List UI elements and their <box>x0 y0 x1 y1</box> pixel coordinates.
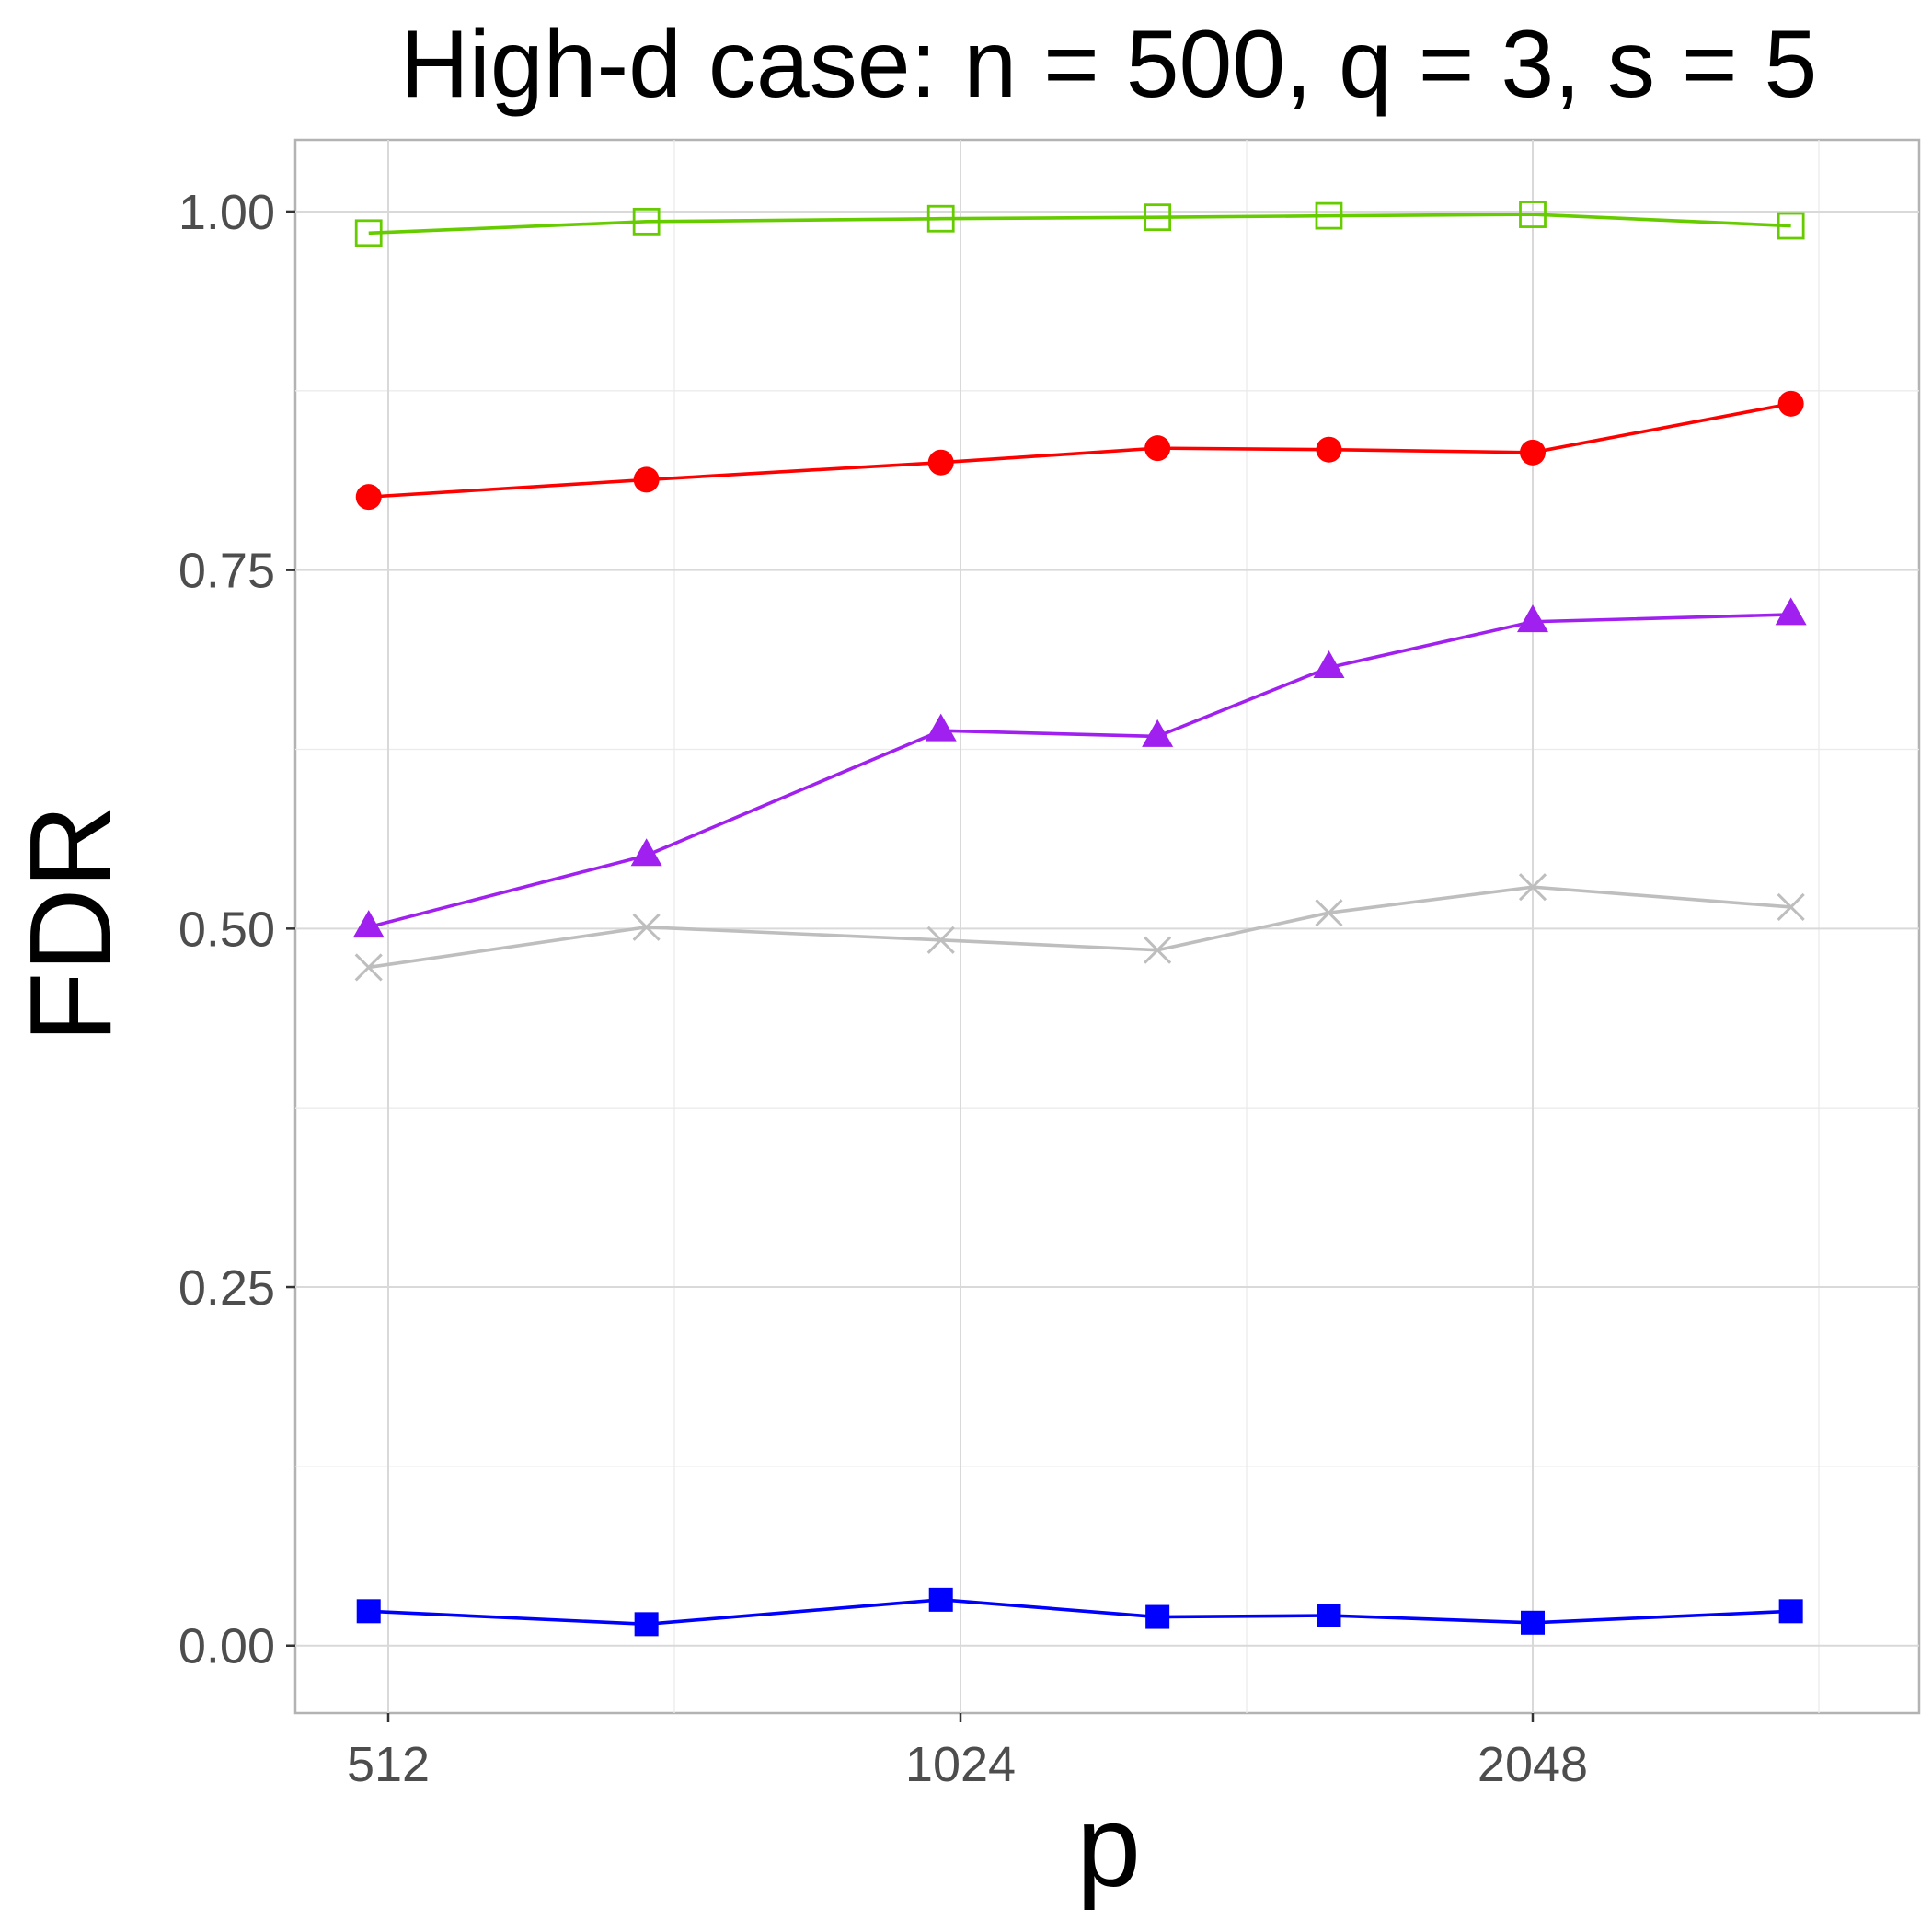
data-point-blue-square <box>356 1599 381 1624</box>
data-point-blue-square <box>634 1612 659 1637</box>
data-point-red-circle <box>927 449 954 476</box>
data-point-blue-square <box>928 1587 953 1612</box>
data-point-green-open-square <box>632 207 661 236</box>
x-axis-ticks: 512 1024 2048 <box>347 1713 1588 1792</box>
data-point-grey-cross <box>1777 892 1805 922</box>
data-point-grey-cross <box>926 926 955 954</box>
series-blue-square <box>356 1587 1803 1637</box>
data-point-red-circle <box>633 466 660 493</box>
data-point-purple-triangle <box>1313 650 1345 679</box>
data-point-red-circle <box>1777 390 1804 417</box>
y-axis-ticks: 0.00 0.25 0.50 0.75 1.00 <box>178 185 295 1674</box>
grid-lines <box>295 140 1919 1713</box>
data-point-green-open-square <box>354 219 383 247</box>
data-point-grey-cross <box>354 953 383 982</box>
series-line-green-open-square <box>368 213 1791 236</box>
series-group <box>352 201 1807 1637</box>
data-point-grey-cross <box>1518 873 1547 902</box>
series-green-open-square <box>354 201 1805 247</box>
y-tick-label: 1.00 <box>178 185 275 240</box>
x-axis-label: p <box>1076 1781 1141 1911</box>
data-point-green-open-square <box>926 204 955 233</box>
data-point-green-open-square <box>1777 212 1805 240</box>
data-point-red-circle <box>1520 439 1546 466</box>
data-point-purple-triangle <box>630 838 662 867</box>
data-point-green-open-square <box>1144 203 1172 232</box>
data-point-grey-cross <box>632 913 661 941</box>
data-point-grey-cross <box>1315 899 1343 927</box>
x-tick-label: 1024 <box>905 1737 1016 1792</box>
data-point-red-circle <box>355 484 382 511</box>
data-point-blue-square <box>1778 1599 1803 1624</box>
data-point-blue-square <box>1145 1604 1170 1629</box>
data-point-purple-triangle <box>925 713 957 742</box>
y-axis-label: FDR <box>6 805 135 1043</box>
data-point-grey-cross <box>1144 936 1172 964</box>
y-tick-label: 0.00 <box>178 1619 275 1674</box>
data-point-purple-triangle <box>352 910 385 938</box>
y-tick-label: 0.75 <box>178 544 275 599</box>
y-tick-label: 0.50 <box>178 902 275 957</box>
data-point-blue-square <box>1521 1610 1545 1635</box>
data-point-purple-triangle <box>1517 604 1548 633</box>
data-point-blue-square <box>1317 1604 1341 1628</box>
series-grey-cross <box>354 873 1805 982</box>
data-point-green-open-square <box>1519 201 1547 228</box>
data-point-red-circle <box>1144 435 1171 462</box>
data-point-red-circle <box>1316 436 1342 463</box>
series-purple-triangle <box>352 597 1807 938</box>
data-point-green-open-square <box>1315 201 1343 230</box>
data-point-purple-triangle <box>1775 597 1807 626</box>
series-red-circle <box>355 390 1804 511</box>
data-point-purple-triangle <box>1142 719 1174 747</box>
chart-title: High-d case: n = 500, q = 3, s = 5 <box>400 11 1818 118</box>
x-tick-label: 2048 <box>1478 1737 1588 1792</box>
x-tick-label: 512 <box>347 1737 430 1792</box>
y-tick-label: 0.25 <box>178 1260 275 1316</box>
plot-panel <box>293 138 1921 1715</box>
